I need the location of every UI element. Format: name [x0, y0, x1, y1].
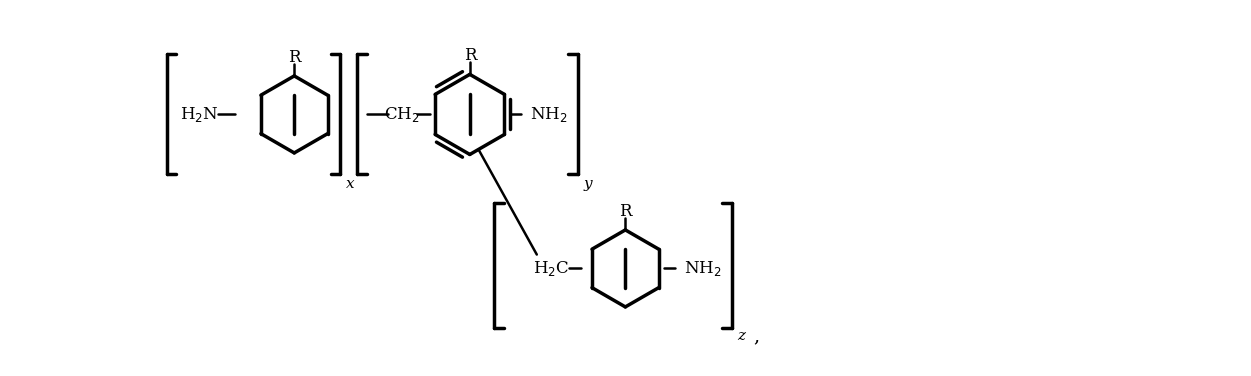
Text: R: R [288, 49, 300, 66]
Text: y: y [583, 177, 592, 191]
Text: x: x [347, 177, 355, 191]
Text: NH$_2$: NH$_2$ [683, 259, 721, 278]
Text: NH$_2$: NH$_2$ [529, 105, 567, 124]
Text: H$_2$N: H$_2$N [180, 105, 219, 124]
Text: CH$_2$: CH$_2$ [384, 105, 420, 124]
Text: H$_2$C: H$_2$C [533, 259, 569, 278]
Text: R: R [619, 203, 632, 220]
Text: z: z [738, 329, 746, 343]
Text: ,: , [753, 327, 759, 345]
Text: R: R [464, 47, 477, 64]
